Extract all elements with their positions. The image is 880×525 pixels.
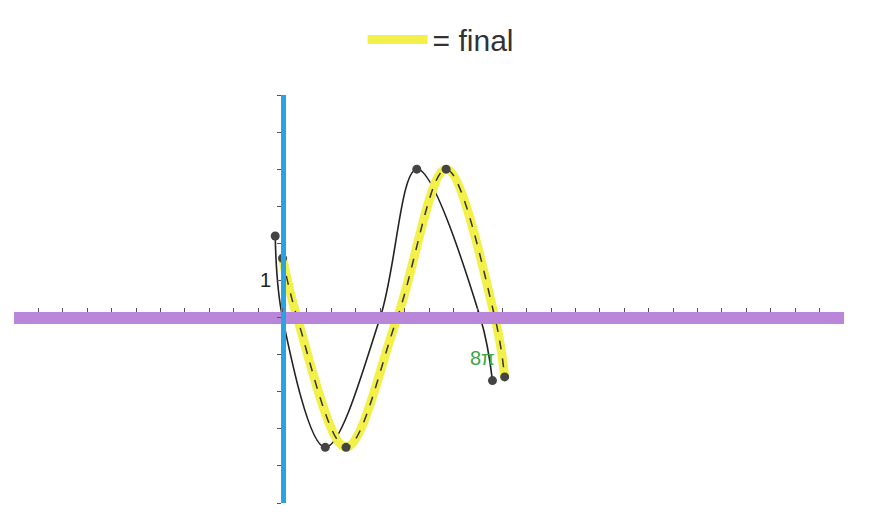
svg-text:1: 1 xyxy=(260,269,271,291)
svg-text:= final: = final xyxy=(433,24,514,57)
svg-text:8π: 8π xyxy=(470,347,495,369)
